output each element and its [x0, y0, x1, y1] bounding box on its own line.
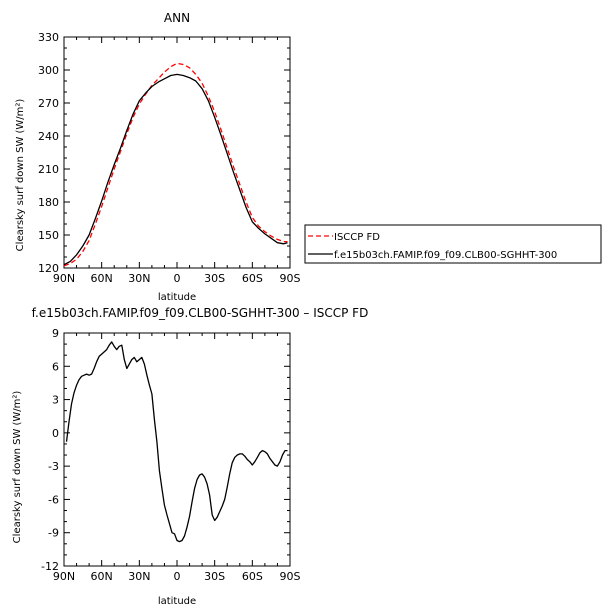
bottom-xlabel: latitude — [158, 596, 196, 607]
y-tick-label: 0 — [52, 427, 59, 440]
plot-frame — [63, 332, 291, 567]
y-tick-label: 300 — [38, 64, 59, 77]
series-line-1-0 — [65, 341, 288, 543]
x-tick-label: 60S — [242, 570, 263, 583]
x-tick-label: 0 — [174, 570, 181, 583]
y-tick-label: 6 — [52, 360, 59, 373]
x-tick-label: 90S — [280, 272, 301, 285]
y-tick-label: 120 — [38, 262, 59, 275]
y-tick-label: 270 — [38, 97, 59, 110]
bottom-title: f.e15b03ch.FAMIP.f09_f09.CLB00-SGHHT-300… — [32, 306, 369, 320]
x-tick-label: 90N — [53, 272, 75, 285]
legend-box — [304, 224, 602, 264]
y-tick-label: -6 — [48, 493, 59, 506]
y-tick-label: 3 — [52, 394, 59, 407]
y-tick-label: -9 — [48, 527, 59, 540]
x-tick-label: 30N — [128, 570, 150, 583]
legend-label-isccp: ISCCP FD — [334, 232, 380, 243]
bottom-ylabel: Clearsky surf down SW (W/m²) — [12, 391, 23, 544]
series-line-0-1 — [63, 73, 288, 266]
x-tick-label: 0 — [174, 272, 181, 285]
bottom-plot-area: -12 -9 -6 -3 0 3 6 9 90N 60N 30N 0 30S 60S 90S — [41, 327, 300, 583]
y-tick-label: -12 — [41, 560, 59, 573]
top-plot-area: 120 150 180 210 240 270 300 330 90N 60N 30N 0 30S 60S… — [38, 31, 301, 285]
x-tick-label: 90S — [280, 570, 301, 583]
top-panel: ANN Clearsky surf down SW (W/m²) 1201501… — [15, 11, 602, 303]
x-tick-label: 90N — [53, 570, 75, 583]
y-tick-label: 150 — [38, 229, 59, 242]
bottom-panel: f.e15b03ch.FAMIP.f09_f09.CLB00-SGHHT-300… — [12, 306, 368, 607]
y-tick-label: 180 — [38, 196, 59, 209]
y-tick-label: 9 — [52, 327, 59, 340]
legend: ISCCP FD f.e15b03ch.FAMIP.f09_f09.CLB00-… — [304, 224, 602, 264]
x-tick-label: 30S — [204, 570, 225, 583]
top-xlabel: latitude — [158, 292, 196, 303]
legend-label-model: f.e15b03ch.FAMIP.f09_f09.CLB00-SGHHT-300 — [334, 250, 557, 261]
top-title: ANN — [164, 11, 190, 25]
y-tick-label: -3 — [48, 460, 59, 473]
x-tick-label: 30N — [128, 272, 150, 285]
x-tick-label: 30S — [204, 272, 225, 285]
x-tick-label: 60N — [91, 570, 113, 583]
top-ylabel: Clearsky surf down SW (W/m²) — [15, 99, 26, 252]
x-tick-label: 60N — [91, 272, 113, 285]
y-tick-label: 210 — [38, 163, 59, 176]
x-tick-label: 60S — [242, 272, 263, 285]
series-line-0-0 — [63, 62, 288, 267]
plot-frame — [63, 36, 291, 269]
y-tick-label: 330 — [38, 31, 59, 44]
y-tick-label: 240 — [38, 130, 59, 143]
